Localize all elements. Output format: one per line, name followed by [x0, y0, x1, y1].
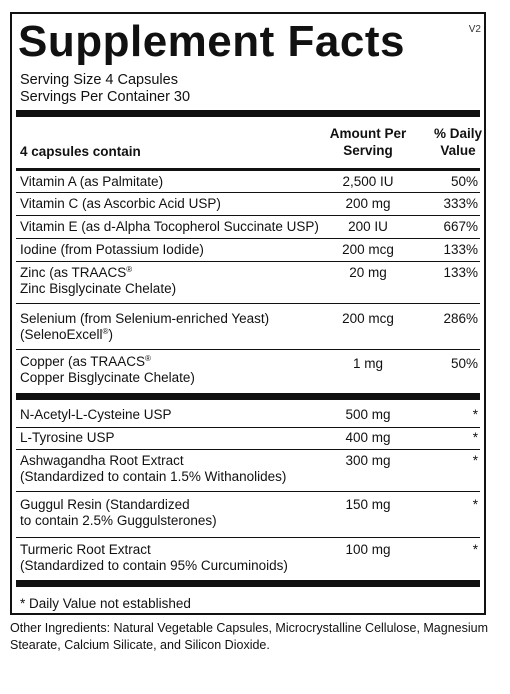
other-ingredients: Other Ingredients: Natural Vegetable Cap… — [10, 621, 489, 652]
nutrient-amount: 2,500 IU — [342, 174, 394, 189]
footnote: * Daily Value not established — [20, 596, 191, 611]
nutrient-name: Selenium (from Selenium-enriched Yeast) … — [20, 311, 270, 342]
nutrient-dv: 333% — [443, 196, 478, 211]
nutrient-dv: 133% — [443, 265, 478, 280]
nutrient-amount: 200 mcg — [342, 311, 394, 326]
nutrient-dv: 667% — [443, 219, 478, 234]
nutrient-amount: 200 mg — [345, 196, 391, 211]
nutrient-name: Zinc (as TRAACS® Zinc Bisglycinate Chela… — [20, 265, 177, 296]
row-divider — [16, 491, 480, 492]
ingredient-name: Turmeric Root Extract (Standardized to c… — [20, 542, 288, 573]
nutrient-dv: 133% — [443, 242, 478, 257]
ingredient-name: L-Tyrosine USP — [20, 430, 115, 445]
panel-title: Supplement Facts — [18, 17, 405, 66]
ingredient-amount: 400 mg — [345, 430, 391, 445]
serving-size: Serving Size 4 Capsules — [20, 72, 178, 88]
ingredient-amount: 100 mg — [345, 542, 391, 557]
row-divider — [16, 349, 480, 350]
ingredient-dv: * — [472, 453, 478, 468]
row-divider — [16, 427, 480, 428]
row-divider — [16, 238, 480, 239]
contain-header: 4 capsules contain — [20, 144, 141, 159]
registered-mark: ® — [102, 327, 109, 336]
nutrient-name: Vitamin E (as d-Alpha Tocopherol Succina… — [20, 219, 319, 234]
row-divider — [16, 537, 480, 538]
ingredient-dv: * — [472, 497, 478, 512]
servings-per-container: Servings Per Container 30 — [20, 89, 191, 105]
ingredient-dv: * — [472, 430, 478, 445]
nutrient-name: Iodine (from Potassium Iodide) — [20, 242, 204, 257]
thick-rule — [16, 580, 480, 587]
registered-mark: ® — [126, 265, 133, 274]
ingredient-dv: * — [472, 407, 478, 422]
nutrient-amount: 200 mcg — [342, 242, 394, 257]
nutrient-name: Vitamin C (as Ascorbic Acid USP) — [20, 196, 221, 211]
ingredient-dv: * — [472, 542, 478, 557]
row-divider — [16, 192, 480, 193]
thick-rule — [16, 393, 480, 400]
row-divider — [16, 215, 480, 216]
amount-header: Amount Per Serving — [329, 126, 407, 158]
row-divider — [16, 303, 480, 304]
ingredient-amount: 300 mg — [345, 453, 391, 468]
ingredient-amount: 500 mg — [345, 407, 391, 422]
nutrient-amount: 200 IU — [348, 219, 388, 234]
ingredient-name: N-Acetyl-L-Cysteine USP — [20, 407, 172, 422]
nutrient-name: Vitamin A (as Palmitate) — [20, 174, 164, 189]
nutrient-dv: 50% — [450, 356, 478, 371]
daily-value-header: % Daily Value — [433, 126, 483, 158]
ingredient-name: Guggul Resin (Standardized to contain 2.… — [20, 497, 217, 528]
ingredient-amount: 150 mg — [345, 497, 391, 512]
nutrient-name: Copper (as TRAACS® Copper Bisglycinate C… — [20, 354, 195, 385]
row-divider — [16, 449, 480, 450]
supplement-facts-panel: V2 Supplement Facts Serving Size 4 Capsu… — [10, 12, 486, 615]
nutrient-dv: 50% — [450, 174, 478, 189]
nutrient-amount: 20 mg — [349, 265, 387, 280]
registered-mark: ® — [145, 354, 151, 363]
serving-info: Serving Size 4 Capsules Servings Per Con… — [20, 72, 190, 106]
ingredient-name: Ashwagandha Root Extract (Standardized t… — [20, 453, 287, 484]
header-rule — [16, 168, 480, 171]
version-label: V2 — [468, 24, 481, 35]
row-divider — [16, 261, 480, 262]
nutrient-dv: 286% — [443, 311, 478, 326]
thick-rule — [16, 110, 480, 117]
nutrient-amount: 1 mg — [352, 356, 383, 371]
